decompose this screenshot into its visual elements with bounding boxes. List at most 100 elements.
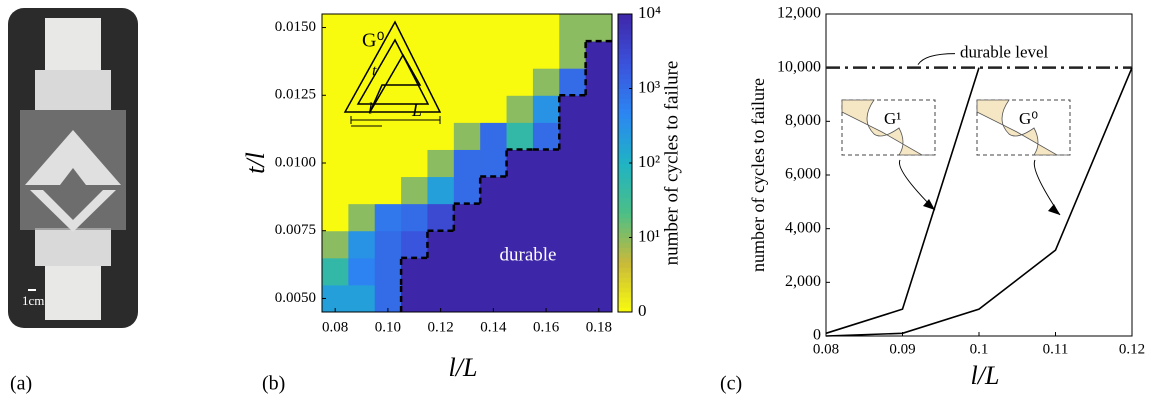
line-series [825, 67, 1133, 337]
heatmap-cell [374, 230, 402, 259]
heatmap-cell [506, 68, 534, 96]
heatmap-cell [401, 68, 428, 96]
series-label: G¹ [884, 109, 901, 128]
colorbar-segment [618, 133, 632, 139]
annotation: durable [500, 244, 557, 265]
y-tick-label: 4,000 [785, 219, 821, 236]
colorbar-segment [618, 267, 632, 273]
colorbar-segment [618, 113, 632, 119]
heatmap-cell [453, 230, 481, 259]
heatmap-cell [585, 14, 613, 42]
heatmap-cell [480, 122, 508, 150]
heatmap-cell [401, 284, 428, 313]
heatmap-cell [453, 41, 481, 69]
colorbar-segment [618, 302, 632, 308]
heatmap-cell [532, 41, 560, 69]
y-tick-label: 10,000 [777, 58, 821, 75]
colorbar-segment [618, 277, 632, 283]
y-tick-label: 0 [813, 327, 821, 344]
heatmap-cell [427, 95, 455, 123]
colorbar-segment [618, 88, 632, 94]
heatmap-cell [401, 95, 428, 123]
heatmap-cell [480, 14, 508, 42]
colorbar-segment [618, 282, 632, 288]
heatmap-cell [348, 203, 376, 232]
colorbar-segment [618, 158, 632, 164]
heatmap-cell [427, 122, 455, 150]
heatmap-cell [506, 95, 534, 123]
colorbar-segment [618, 192, 632, 199]
heatmap-cell [585, 95, 613, 123]
heatmap-cell [532, 122, 560, 150]
colorbar-tick-label: 10¹ [638, 226, 660, 245]
heatmap-cell [348, 257, 376, 286]
colorbar-segment [618, 98, 632, 104]
series-label: G⁰ [1019, 109, 1038, 128]
colorbar-segment [618, 118, 632, 124]
colorbar-segment [618, 38, 632, 45]
heatmap-cell [453, 284, 481, 313]
colorbar-segment [618, 43, 632, 50]
colorbar-segment [618, 242, 632, 248]
heatmap-cell [559, 95, 587, 123]
x-tick-label: 0.12 [428, 319, 454, 335]
inset-label: G⁰ [362, 30, 384, 52]
colorbar-segment [618, 212, 632, 219]
colorbar-segment [618, 18, 632, 25]
colorbar-tick-label: 0 [638, 301, 647, 320]
x-tick-label: 0.09 [889, 341, 915, 357]
heatmap-cell [585, 176, 613, 205]
colorbar-segment [618, 262, 632, 268]
heatmap-cell [348, 41, 376, 69]
colorbar-segment [618, 143, 632, 149]
inset-label: l [368, 101, 373, 118]
heatmap-cell [585, 257, 613, 286]
heatmap-cell [401, 149, 428, 178]
inset-diagram: G⁰ t l L [343, 20, 442, 127]
colorbar-segment [618, 138, 632, 144]
y-tick-label: 0.0100 [275, 154, 316, 170]
heatmap-cell [559, 41, 587, 69]
heatmap-cell [374, 95, 402, 123]
colorbar-tick-label: 10⁴ [638, 3, 661, 22]
colorbar-segment [618, 148, 632, 154]
colorbar-segment [618, 167, 632, 174]
heatmap-cell [427, 14, 455, 42]
heatmap-cell [401, 14, 428, 42]
heatmap-cell [480, 149, 508, 178]
line-series [825, 67, 980, 335]
heatmap-cell [532, 230, 560, 259]
heatmap-cell [506, 149, 534, 178]
heatmap-cell [401, 257, 428, 286]
photo [8, 8, 138, 328]
heatmap-cell [506, 284, 534, 313]
colorbar-segment [618, 232, 632, 238]
heatmap-cell [401, 122, 428, 150]
arrowhead [923, 199, 935, 210]
reference-label: durable level [960, 43, 1049, 62]
heatmap-cell [585, 41, 613, 69]
panel-label: (b) [262, 373, 285, 395]
inset-shape [841, 99, 935, 156]
heatmap-cell [348, 122, 376, 150]
colorbar-segment [618, 68, 632, 75]
heatmap-cell [559, 203, 587, 232]
heatmap-cell [585, 230, 613, 259]
heatmap-cell [532, 68, 560, 96]
colorbar-segment [618, 237, 632, 243]
inset-shape [350, 116, 441, 127]
colorbar-segment [618, 93, 632, 99]
heatmap-cell [559, 68, 587, 96]
colorbar-segment [618, 53, 632, 60]
heatmap-cell [506, 41, 534, 69]
heatmap-cell [532, 257, 560, 286]
colorbar-segment [618, 307, 632, 313]
colorbar-segment [618, 207, 632, 214]
heatmap-cell [348, 230, 376, 259]
colorbar-segment [618, 187, 632, 194]
colorbar-segment [618, 73, 632, 80]
heatmap-cell [427, 41, 455, 69]
inset-label: L [411, 100, 422, 120]
y-tick-label: 8,000 [785, 112, 821, 129]
